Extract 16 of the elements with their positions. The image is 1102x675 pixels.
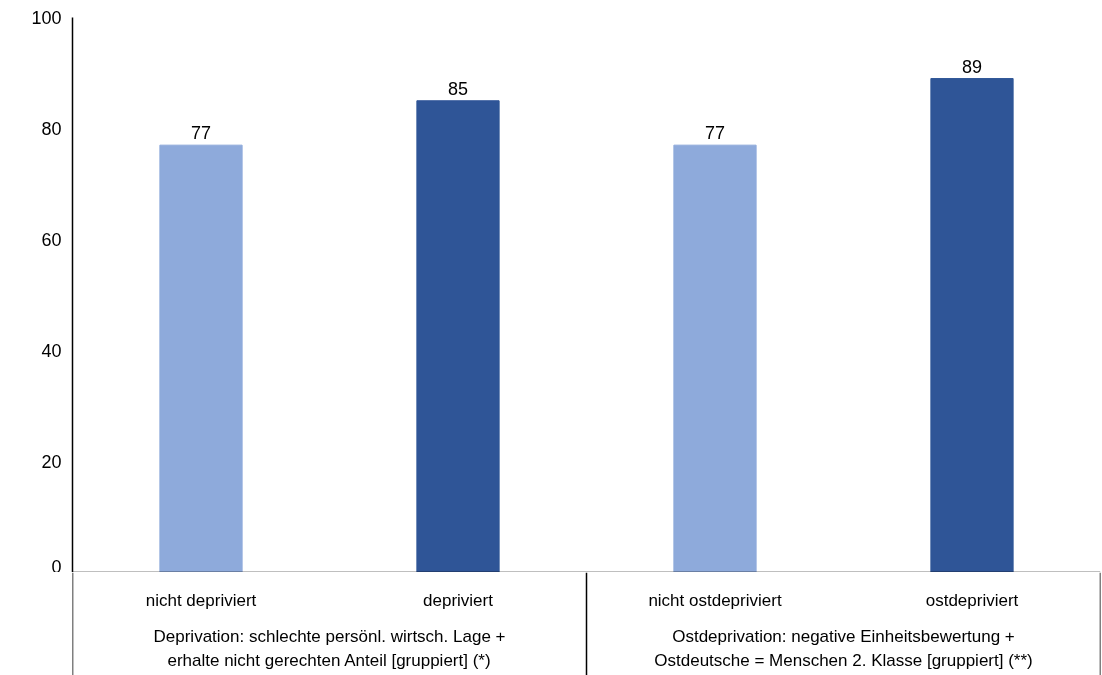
x-tick-label: nicht depriviert bbox=[145, 591, 257, 610]
data-label: 85 bbox=[447, 78, 469, 99]
text: Ostdeprivation: negative Einheitsbewertung + Ostdeutsche = Menschen 2. Klasse [gruppiert] (**) bbox=[654, 626, 1033, 671]
y-tick-label: 40 bbox=[41, 341, 62, 361]
x-tick-label: ostdepriviert bbox=[925, 591, 1019, 610]
text: Deprivation: schlechte persönl. wirtsch. Lage + erhalte nicht gerechten Anteil [gruppiert] (*) bbox=[153, 626, 506, 671]
x-tick-label: depriviert bbox=[423, 591, 494, 610]
data-label: 77 bbox=[190, 123, 212, 144]
data-label: 89 bbox=[961, 56, 983, 77]
y-tick-label: 100 bbox=[31, 8, 62, 28]
y-tick-label: 60 bbox=[41, 230, 62, 250]
data-label: 77 bbox=[704, 123, 726, 144]
y-tick-label: 20 bbox=[41, 452, 62, 472]
y-tick-label: 80 bbox=[41, 119, 62, 139]
x-tick-label: nicht ostdepriviert bbox=[648, 591, 782, 610]
y-tick-label: 0 bbox=[51, 556, 62, 577]
